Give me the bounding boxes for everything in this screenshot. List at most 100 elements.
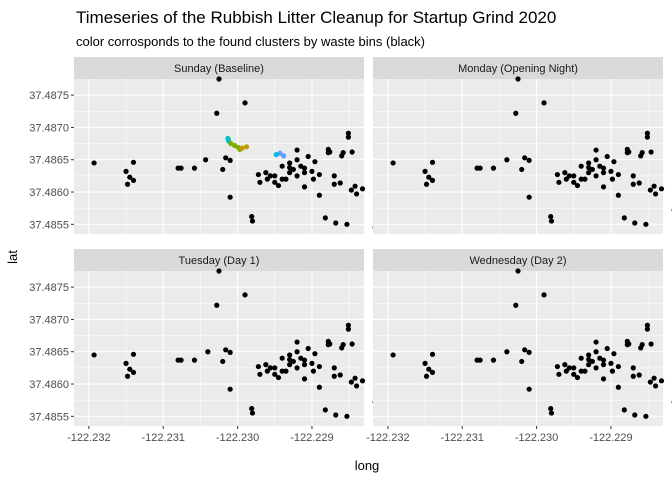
data-point: [191, 165, 198, 171]
data-point: [611, 351, 617, 357]
data-point: [429, 159, 436, 165]
data-point: [519, 166, 525, 173]
data-point: [91, 160, 97, 166]
data-point: [255, 171, 262, 178]
y-tick-label: 37.4855: [29, 411, 69, 423]
data-point: [513, 302, 519, 308]
data-point: [309, 168, 315, 174]
data-point: [249, 218, 256, 224]
data-point: [519, 358, 525, 365]
data-point: [127, 366, 133, 372]
data-point: [651, 183, 657, 189]
data-point: [249, 213, 255, 220]
data-point: [216, 268, 222, 274]
x-axis-title: long: [355, 458, 380, 473]
data-point: [600, 170, 607, 176]
data-point: [272, 179, 278, 185]
facet-panel: Monday (Opening Night): [373, 57, 672, 234]
x-tick-label: -122.231: [142, 432, 185, 444]
data-point: [647, 379, 653, 385]
data-point: [359, 186, 366, 192]
facet-panels: Sunday (Baseline) 37.4855 37.4860 37.4865 37…: [29, 57, 672, 444]
data-point: [548, 218, 555, 224]
data-point: [331, 373, 337, 379]
data-point: [305, 345, 311, 352]
data-point: [647, 187, 653, 193]
data-point: [644, 130, 650, 136]
data-point: [566, 173, 572, 179]
data-point: [578, 176, 584, 182]
data-point: [257, 371, 263, 377]
x-tick-label: -122.230: [216, 432, 259, 444]
data-point: [593, 173, 599, 179]
data-point: [294, 349, 300, 355]
facet-panel: Tuesday (Day 1) 37.4855 37.4860 37.4865 37.4…: [29, 249, 378, 444]
data-point: [630, 181, 636, 187]
data-point: [331, 181, 337, 187]
data-point: [333, 412, 339, 418]
data-point: [522, 347, 528, 353]
data-point: [272, 371, 278, 377]
facet-strip-label: Tuesday (Day 1): [179, 255, 260, 267]
data-point: [490, 357, 497, 363]
facet-strip: [373, 249, 663, 271]
data-point: [562, 170, 568, 176]
data-point: [214, 110, 220, 116]
data-point: [426, 366, 432, 372]
data-point: [337, 180, 343, 186]
data-point: [352, 183, 358, 189]
data-point: [586, 160, 592, 166]
data-point: [477, 165, 483, 171]
data-point: [279, 355, 285, 361]
data-point: [214, 302, 220, 308]
data-point: [203, 157, 209, 163]
data-point: [294, 157, 300, 163]
data-point: [263, 170, 269, 176]
data-point: [541, 292, 547, 298]
data-point: [490, 165, 497, 171]
data-point: [255, 363, 262, 370]
facet-strip-label: Wednesday (Day 2): [469, 255, 566, 267]
data-point: [301, 170, 308, 176]
data-point: [279, 368, 285, 374]
data-point: [648, 341, 654, 347]
data-point: [275, 374, 282, 381]
data-point: [124, 181, 131, 187]
data-point: [504, 157, 510, 163]
data-point: [562, 362, 568, 368]
chart-title: Timeseries of the Rubbish Litter Cleanup…: [76, 8, 556, 27]
data-point: [331, 173, 337, 179]
data-point: [263, 362, 269, 368]
data-point: [652, 383, 659, 389]
data-point: [578, 355, 584, 361]
data-point: [272, 365, 278, 371]
data-point: [426, 174, 432, 180]
data-point: [316, 171, 322, 178]
data-point: [630, 173, 636, 179]
data-point: [556, 371, 562, 377]
data-point: [242, 292, 248, 298]
data-point: [615, 384, 621, 390]
data-point: [220, 358, 226, 365]
data-point: [301, 376, 308, 382]
data-point: [353, 191, 360, 197]
panel-background: [74, 79, 364, 234]
data-point: [178, 357, 184, 363]
data-point: [130, 369, 137, 375]
data-point: [571, 179, 577, 185]
data-point: [600, 357, 607, 363]
data-point: [349, 341, 355, 347]
data-point: [574, 374, 581, 381]
data-point: [582, 176, 588, 182]
data-point: [582, 368, 588, 374]
facet-panel: Sunday (Baseline) 37.4855 37.4860 37.4865 37…: [29, 57, 378, 234]
panel-background: [373, 79, 663, 234]
y-tick-label: 37.4875: [29, 90, 69, 102]
cluster-point: [273, 151, 279, 158]
data-point: [504, 349, 510, 355]
data-point: [632, 220, 638, 226]
data-point: [305, 153, 311, 160]
data-point: [571, 371, 577, 377]
data-point: [644, 134, 650, 140]
data-point: [310, 368, 317, 374]
